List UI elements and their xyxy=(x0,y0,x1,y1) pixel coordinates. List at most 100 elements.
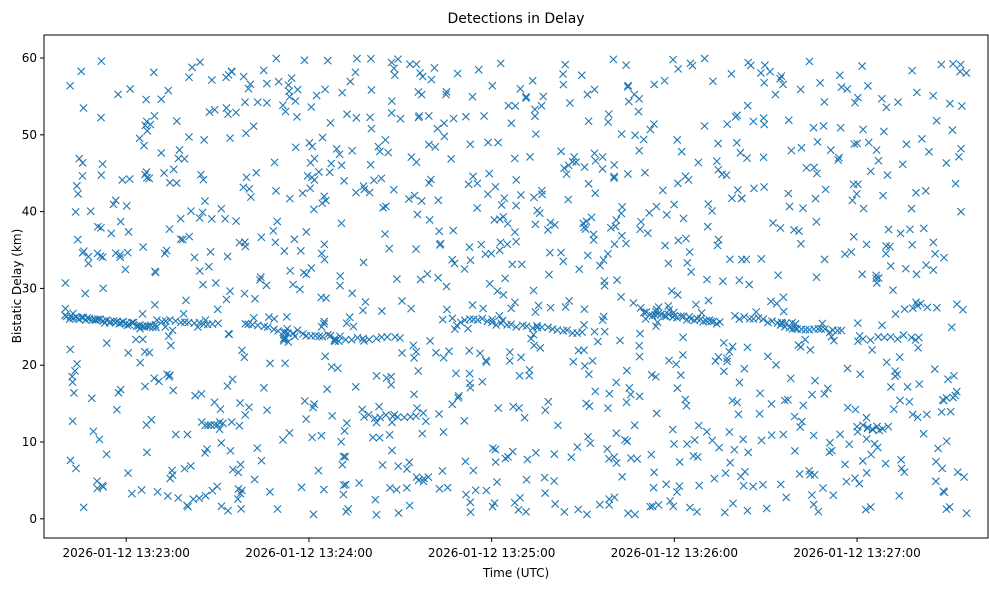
data-point-1030 xyxy=(375,147,384,156)
data-point-362 xyxy=(581,225,590,234)
data-point-883 xyxy=(296,246,305,255)
data-point-1136 xyxy=(146,120,155,129)
data-point-381 xyxy=(605,389,614,398)
data-point-695 xyxy=(196,58,205,67)
data-point-811 xyxy=(862,434,871,443)
data-point-1224 xyxy=(318,332,327,341)
data-point-1140 xyxy=(381,135,390,144)
data-point-742 xyxy=(246,193,255,202)
data-point-600 xyxy=(677,147,686,156)
data-point-523 xyxy=(651,372,660,381)
data-point-1002 xyxy=(242,129,250,138)
data-point-1026 xyxy=(799,204,808,213)
data-point-308 xyxy=(600,327,609,336)
data-point-915 xyxy=(337,219,346,228)
data-point-901 xyxy=(292,112,301,121)
data-point-469 xyxy=(874,156,883,165)
data-point-682 xyxy=(111,196,120,205)
data-point-1238 xyxy=(383,333,392,342)
data-point-990 xyxy=(559,257,568,266)
data-point-394 xyxy=(262,79,271,88)
data-point-1075 xyxy=(544,270,553,279)
data-point-400 xyxy=(949,59,957,68)
data-point-470 xyxy=(78,158,87,167)
data-point-616 xyxy=(852,190,861,198)
data-point-686 xyxy=(290,235,299,244)
data-point-694 xyxy=(124,469,133,478)
data-point-972 xyxy=(454,391,463,400)
data-point-775 xyxy=(604,118,613,127)
data-point-1097 xyxy=(912,270,921,279)
data-point-211 xyxy=(271,186,280,195)
data-point-745 xyxy=(664,301,673,310)
x-tick-label-3: 2026-01-12 13:26:00 xyxy=(611,546,738,560)
data-point-739 xyxy=(575,265,584,274)
data-point-919 xyxy=(522,475,531,484)
data-point-594 xyxy=(883,171,892,180)
data-point-692 xyxy=(522,507,530,516)
data-point-47 xyxy=(862,468,871,477)
data-point-207 xyxy=(780,396,789,405)
data-point-1320 xyxy=(814,324,823,333)
data-point-284 xyxy=(650,468,659,477)
data-point-1282 xyxy=(677,312,686,321)
data-point-586 xyxy=(895,491,904,500)
data-point-638 xyxy=(673,384,682,393)
data-point-352 xyxy=(749,117,758,126)
data-point-172 xyxy=(495,246,504,255)
data-point-665 xyxy=(181,296,190,305)
data-point-114 xyxy=(733,186,742,195)
data-point-1100 xyxy=(766,67,775,76)
data-point-108 xyxy=(195,266,204,275)
data-point-9 xyxy=(427,75,436,84)
data-point-293 xyxy=(845,440,854,449)
data-point-12 xyxy=(320,317,329,326)
data-point-764 xyxy=(171,430,180,439)
data-point-576 xyxy=(375,402,384,411)
data-point-166 xyxy=(917,134,926,143)
data-point-407 xyxy=(172,179,181,188)
data-point-747 xyxy=(394,55,403,64)
data-point-478 xyxy=(925,147,934,156)
data-point-405 xyxy=(945,99,954,108)
data-point-146 xyxy=(372,418,381,427)
data-point-882 xyxy=(686,59,695,68)
data-point-789 xyxy=(415,111,424,120)
data-point-1101 xyxy=(662,480,671,489)
data-point-245 xyxy=(952,300,961,309)
data-point-232 xyxy=(531,308,540,317)
data-point-258 xyxy=(646,125,655,134)
data-point-844 xyxy=(499,212,508,221)
data-point-291 xyxy=(302,227,311,236)
data-point-23 xyxy=(898,160,907,169)
data-point-433 xyxy=(929,91,938,100)
data-point-1358 xyxy=(868,425,877,434)
data-point-1349 xyxy=(382,410,390,419)
data-point-1065 xyxy=(265,487,274,496)
data-point-441 xyxy=(740,364,749,373)
data-point-1247 xyxy=(483,317,492,326)
data-point-936 xyxy=(381,202,390,211)
data-point-1047 xyxy=(233,495,242,504)
data-point-881 xyxy=(514,505,523,514)
data-point-55 xyxy=(253,98,262,107)
data-point-551 xyxy=(937,407,946,416)
data-point-247 xyxy=(647,450,656,459)
data-point-439 xyxy=(414,366,423,375)
data-point-342 xyxy=(714,165,723,174)
data-point-144 xyxy=(392,485,401,494)
data-point-645 xyxy=(877,94,886,103)
data-point-1034 xyxy=(98,160,107,169)
data-point-1115 xyxy=(153,487,162,496)
data-point-569 xyxy=(342,419,351,428)
data-point-696 xyxy=(622,61,631,70)
data-point-961 xyxy=(829,336,838,345)
data-point-796 xyxy=(626,454,635,463)
data-point-1078 xyxy=(584,370,593,379)
data-point-471 xyxy=(813,137,822,146)
data-point-141 xyxy=(318,199,327,208)
data-point-937 xyxy=(359,336,368,345)
data-point-421 xyxy=(340,176,349,185)
data-point-597 xyxy=(954,152,963,161)
data-point-626 xyxy=(624,97,633,106)
